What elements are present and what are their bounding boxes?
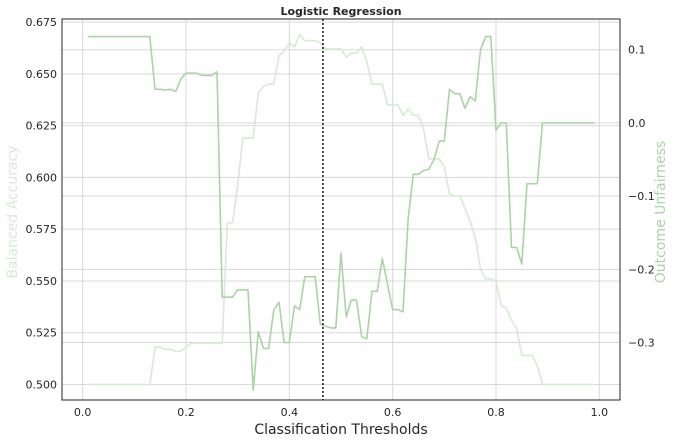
y-left-tick-label: 0.525 (26, 327, 58, 340)
y-left-tick-label: 0.675 (26, 16, 58, 29)
series-line-outcome-unfairness (87, 35, 595, 391)
x-tick-label: 0.4 (281, 406, 299, 419)
y-left-tick-label: 0.650 (26, 68, 58, 81)
x-tick-label: 0.8 (487, 406, 505, 419)
y-right-tick-label: 0.0 (628, 117, 646, 130)
y-right-tick-label: −0.1 (628, 190, 655, 203)
x-tick-label: 0.2 (177, 406, 195, 419)
grid (62, 19, 620, 400)
series-line-balanced-accuracy (87, 33, 595, 386)
y-right-tick-label: −0.2 (628, 263, 655, 276)
y-left-tick-label: 0.575 (26, 223, 58, 236)
y-right-tick-label: −0.3 (628, 337, 655, 350)
series-group (87, 33, 595, 391)
axis-spines (61, 18, 621, 401)
chart-title: Logistic Regression (280, 5, 401, 18)
x-axis-label: Classification Thresholds (254, 422, 427, 438)
y-right-tick-labels: 0.1 0.0 −0.1 −0.2 −0.3 (628, 44, 655, 350)
y-left-tick-labels: 0.500 0.525 0.550 0.575 0.600 0.625 0.650 0.675 (26, 16, 58, 391)
y-left-tick-label: 0.625 (26, 120, 58, 133)
plot-frame (61, 18, 621, 401)
y-left-tick-label: 0.550 (26, 275, 58, 288)
y-right-tick-label: 0.1 (628, 44, 646, 57)
x-tick-label: 0.0 (74, 406, 92, 419)
y-left-tick-label: 0.500 (26, 378, 58, 391)
x-tick-label: 0.6 (384, 406, 402, 419)
x-tick-labels: 0.0 0.2 0.4 0.6 0.8 1.0 (74, 406, 608, 419)
y-right-axis-label: Outcome Unfairness (653, 141, 669, 283)
y-left-axis-label: Balanced Accuracy (5, 145, 21, 278)
x-tick-label: 1.0 (591, 406, 609, 419)
y-left-tick-label: 0.600 (26, 171, 58, 184)
